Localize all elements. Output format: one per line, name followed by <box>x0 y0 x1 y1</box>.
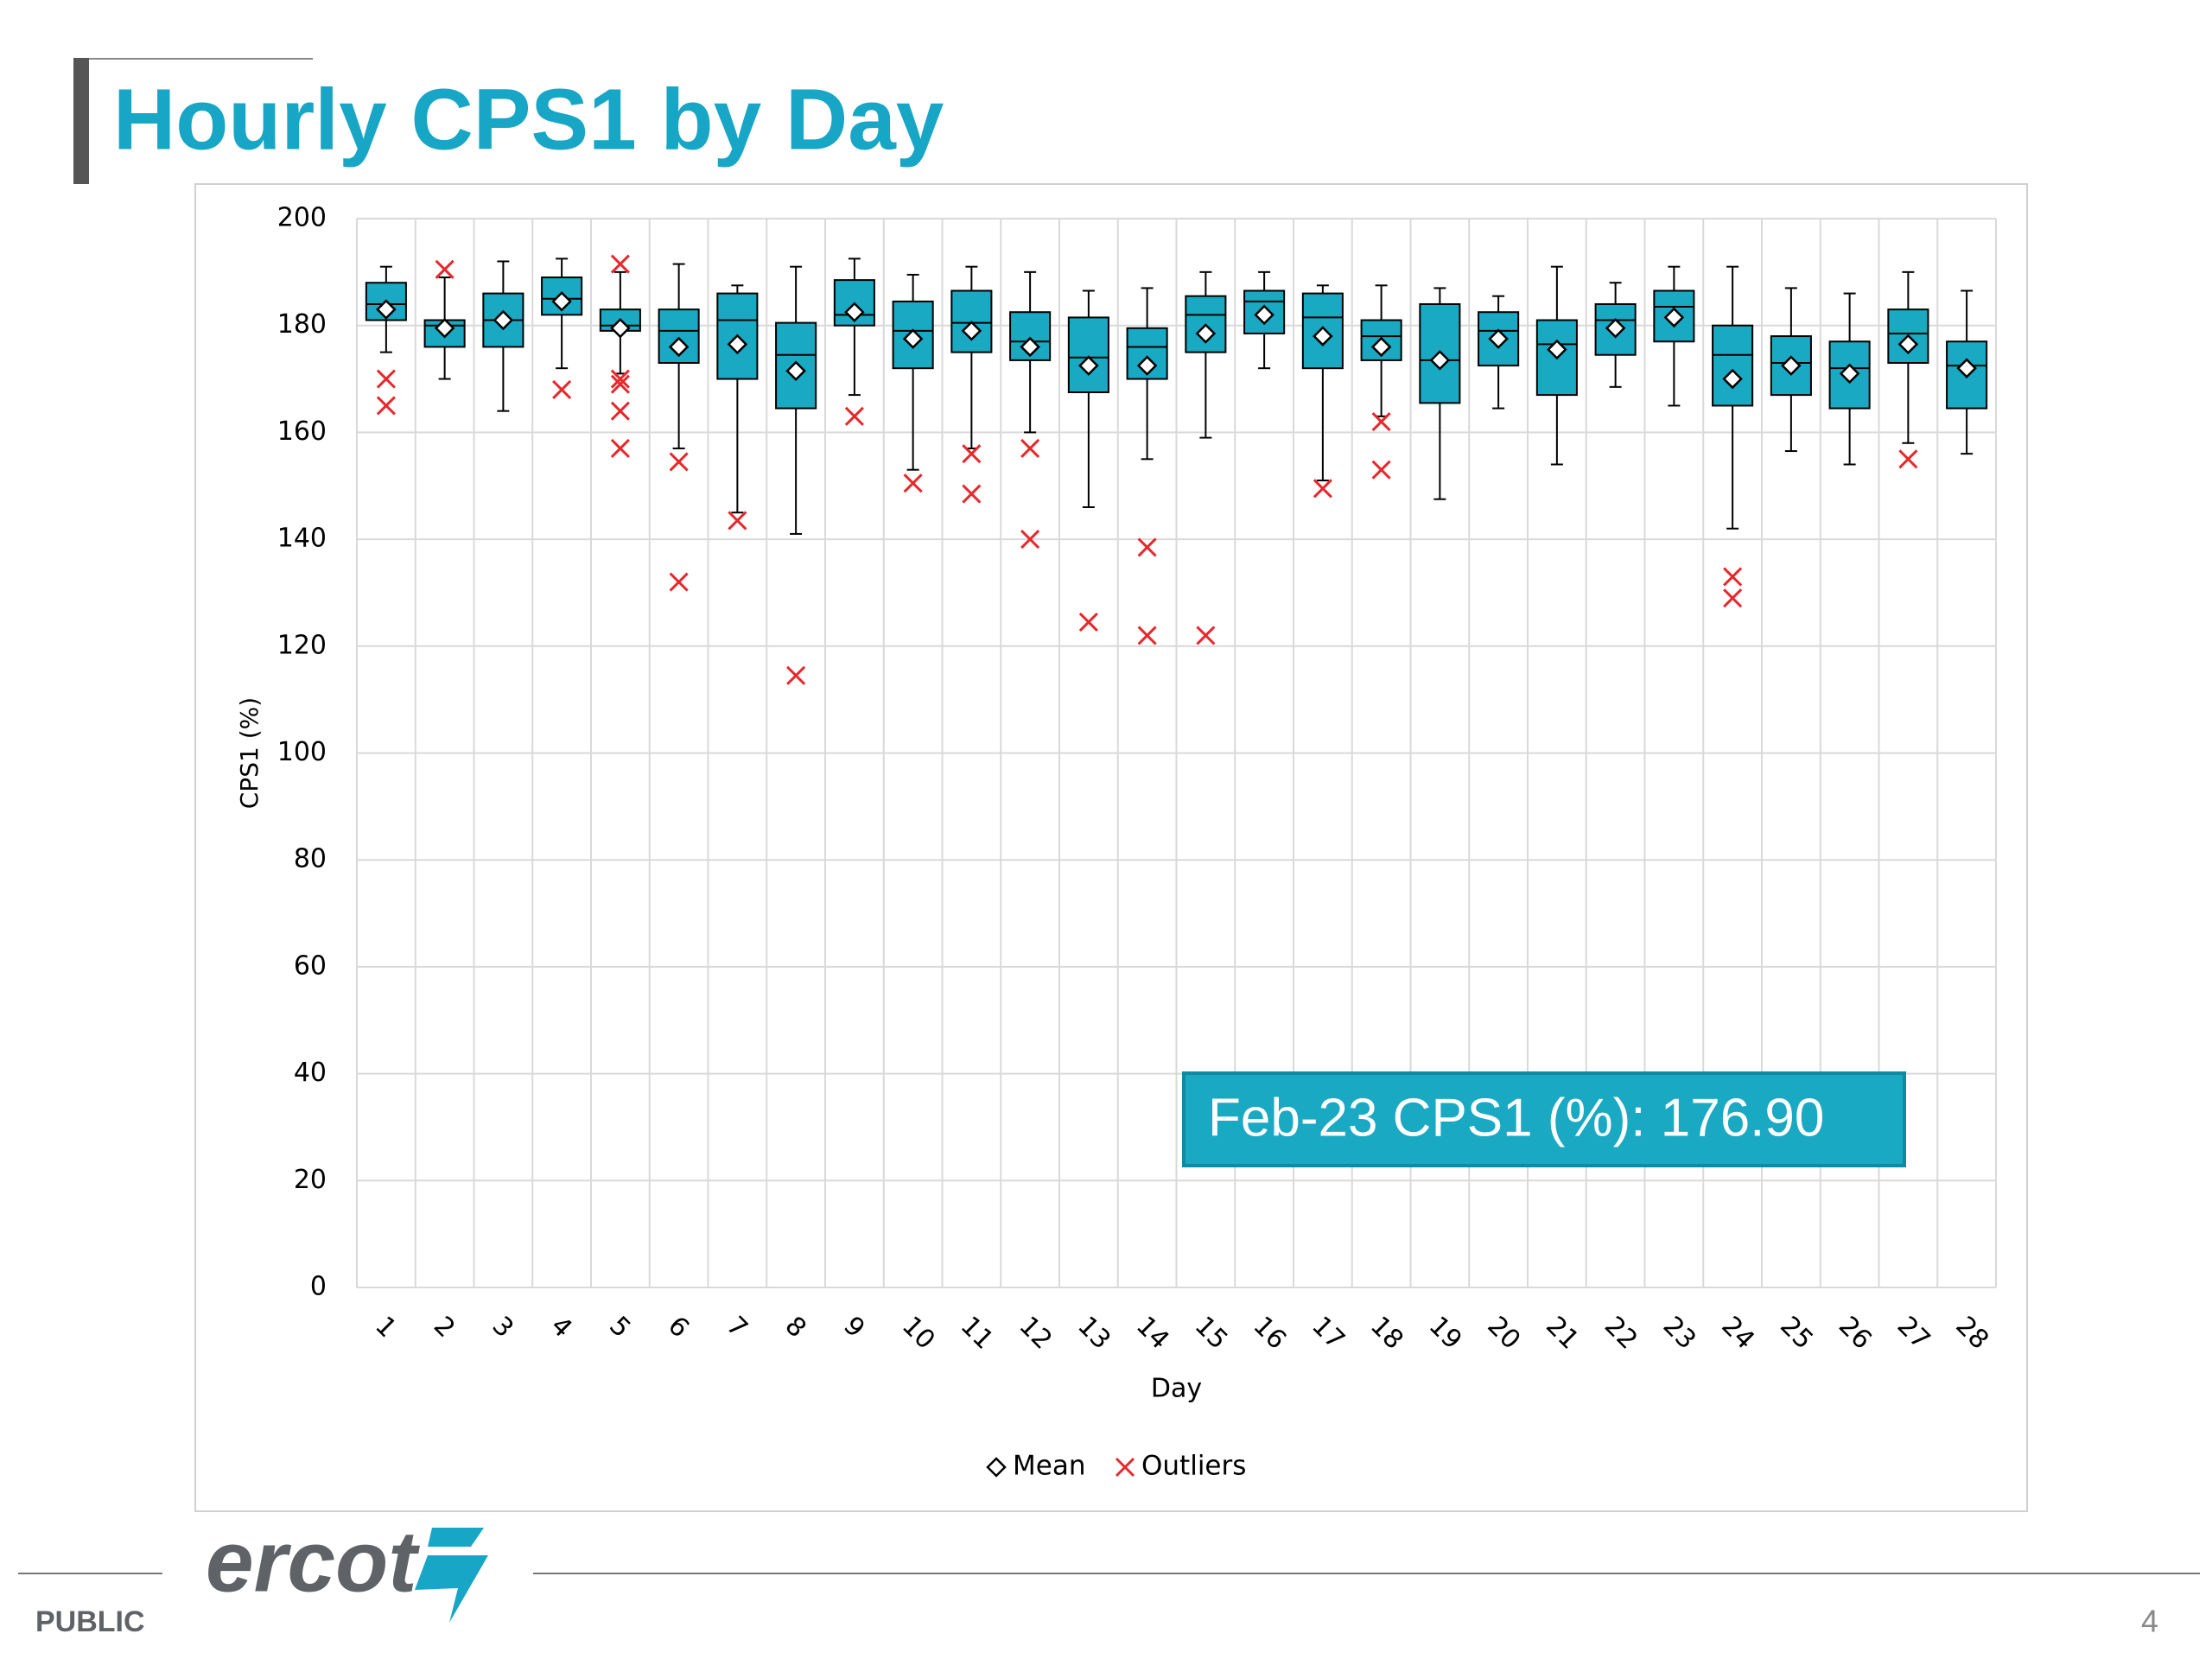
annotation-box <box>1182 1071 1906 1167</box>
mean-marker <box>1313 326 1333 346</box>
mean-marker <box>1897 334 1919 355</box>
y-tick-label: 140 <box>277 524 327 554</box>
outlier <box>610 438 630 459</box>
legend-outlier-symbol <box>1115 1457 1135 1478</box>
outlier <box>610 369 630 389</box>
mean-marker <box>1722 368 1743 390</box>
legend-label: Outliers <box>1141 1451 1246 1482</box>
mean-marker <box>1195 323 1217 344</box>
outlier <box>844 406 864 426</box>
outlier <box>610 401 630 421</box>
outlier <box>376 396 396 416</box>
y-axis-label: CPS1 (%) <box>235 697 264 809</box>
y-tick-label: 60 <box>294 950 327 981</box>
outlier <box>669 572 689 592</box>
slide-title: Hourly CPS1 by Day <box>113 71 944 168</box>
outlier <box>786 665 806 685</box>
outlier <box>1196 626 1216 645</box>
outlier <box>610 374 630 394</box>
mean-marker <box>1605 318 1626 339</box>
annotation-text: Feb-23 CPS1 (%): 176.90 <box>1208 1088 1824 1147</box>
mean-marker <box>961 321 982 341</box>
title-bar <box>73 58 89 184</box>
y-tick-label: 160 <box>277 416 327 447</box>
legend-mean-symbol <box>986 1457 1007 1478</box>
y-tick-label: 0 <box>310 1272 327 1302</box>
outlier <box>1137 626 1157 645</box>
box <box>1712 324 1754 407</box>
logo-text: ercot <box>206 1513 420 1610</box>
mean-marker <box>844 302 865 323</box>
classification: PUBLIC <box>35 1605 145 1638</box>
logo-icon <box>415 1528 488 1623</box>
y-tick-label: 180 <box>277 309 327 340</box>
outlier <box>376 369 396 389</box>
outlier <box>1137 537 1157 557</box>
y-tick-label: 20 <box>294 1165 327 1195</box>
mean-marker <box>1136 355 1158 376</box>
mean-marker <box>668 336 690 358</box>
outlier <box>1020 530 1040 550</box>
outlier <box>1371 460 1391 480</box>
mean-marker <box>1488 328 1509 349</box>
mean-marker <box>1078 355 1099 376</box>
mean-marker <box>493 309 514 331</box>
y-tick-label: 100 <box>277 737 327 767</box>
outlier <box>1313 479 1332 499</box>
x-axis-label: Day <box>1151 1374 1202 1404</box>
y-tick-label: 80 <box>294 844 327 874</box>
mean-marker <box>727 334 748 355</box>
mean-marker <box>1547 339 1567 360</box>
mean-marker <box>902 328 924 349</box>
outlier <box>552 379 572 399</box>
outlier <box>1723 588 1743 608</box>
mean-marker <box>1839 363 1860 385</box>
outlier <box>1078 612 1098 632</box>
mean-marker <box>1663 307 1685 328</box>
outlier <box>1723 567 1743 587</box>
outlier <box>435 259 454 279</box>
y-tick-label: 200 <box>277 203 327 233</box>
mean-marker <box>1254 304 1274 326</box>
mean-marker <box>551 291 572 312</box>
outlier <box>903 474 923 493</box>
mean-marker <box>376 299 397 320</box>
outlier <box>669 452 689 472</box>
mean-marker <box>1429 350 1451 371</box>
mean-marker <box>785 360 806 382</box>
y-tick-label: 120 <box>277 630 327 660</box>
outlier <box>962 484 982 504</box>
outlier <box>610 254 630 274</box>
mean-marker <box>1781 355 1802 376</box>
outlier <box>728 511 747 531</box>
outlier <box>1020 438 1040 459</box>
mean-marker <box>1020 336 1040 358</box>
mean-marker <box>434 318 455 339</box>
page-number: 4 <box>2141 1604 2158 1639</box>
outlier <box>962 444 982 464</box>
outlier <box>1371 411 1391 432</box>
box <box>1535 319 1578 397</box>
outlier <box>1898 449 1918 469</box>
y-tick-label: 40 <box>294 1058 327 1088</box>
mean-marker <box>1370 336 1392 358</box>
mean-marker <box>610 318 631 339</box>
mean-marker <box>1956 358 1977 378</box>
box <box>1067 316 1109 394</box>
legend-label: Mean <box>1013 1451 1085 1482</box>
